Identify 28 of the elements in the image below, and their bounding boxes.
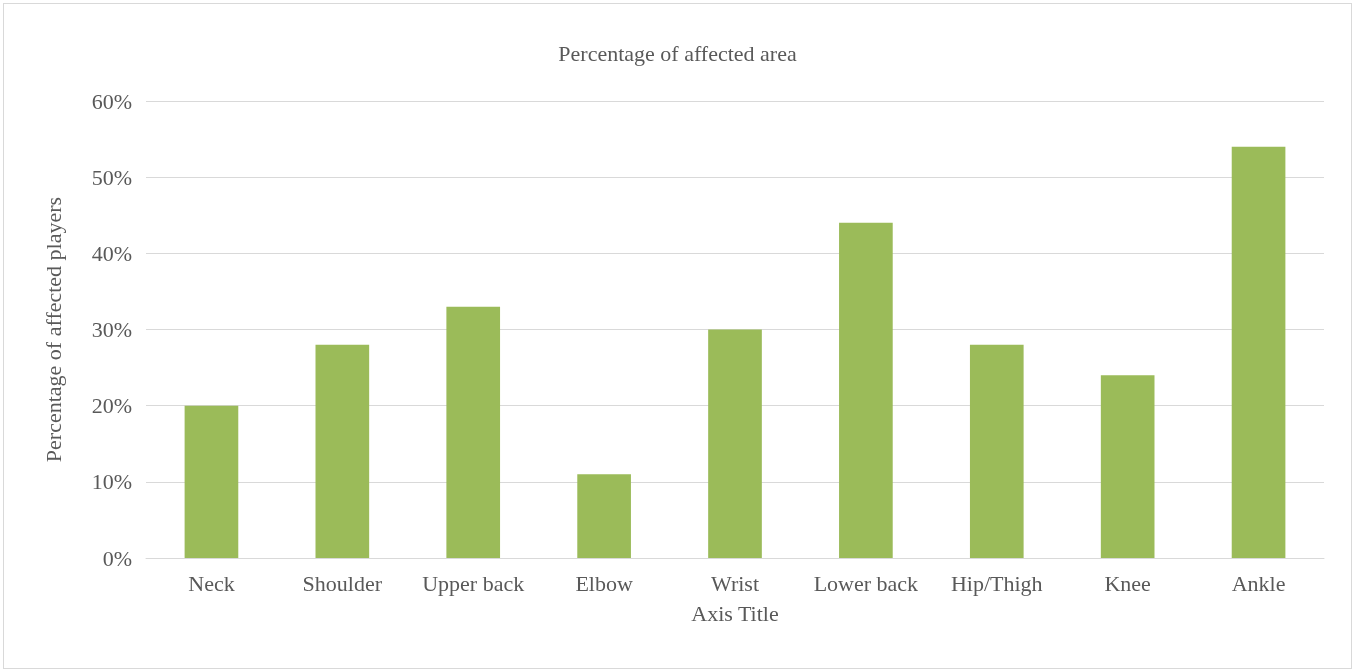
y-tick-label: 30% [91, 317, 132, 342]
bar [708, 329, 762, 558]
bar [446, 306, 501, 558]
y-tick-label: 0% [102, 545, 132, 571]
x-tick-label: Hip/Thigh [950, 570, 1043, 596]
y-tick-label: 60% [91, 88, 132, 114]
y-tick-label: 40% [91, 240, 132, 266]
bar [1231, 146, 1286, 558]
bar [184, 405, 239, 558]
bar [969, 344, 1024, 558]
x-tick-label: Knee [1104, 570, 1151, 596]
x-axis-title: Axis Title [691, 600, 779, 626]
y-tick-label: 10% [91, 469, 132, 495]
x-tick-label: Upper back [422, 570, 525, 596]
bar [1100, 375, 1155, 558]
chart-title: Percentage of affected area [558, 40, 797, 66]
x-tick-label: Shoulder [302, 570, 383, 596]
x-tick-label: Ankle [1231, 570, 1286, 596]
bar [839, 222, 893, 558]
y-tick-label: 50% [91, 164, 132, 190]
bar [315, 344, 370, 558]
x-tick-label: Wrist [711, 570, 759, 596]
bar [577, 474, 631, 558]
x-tick-label: Elbow [575, 570, 633, 596]
y-tick-label: 20% [91, 393, 132, 419]
y-axis-title: Percentage of affected players [40, 196, 66, 463]
x-tick-label: Neck [188, 570, 235, 596]
x-tick-label: Lower back [813, 570, 919, 596]
